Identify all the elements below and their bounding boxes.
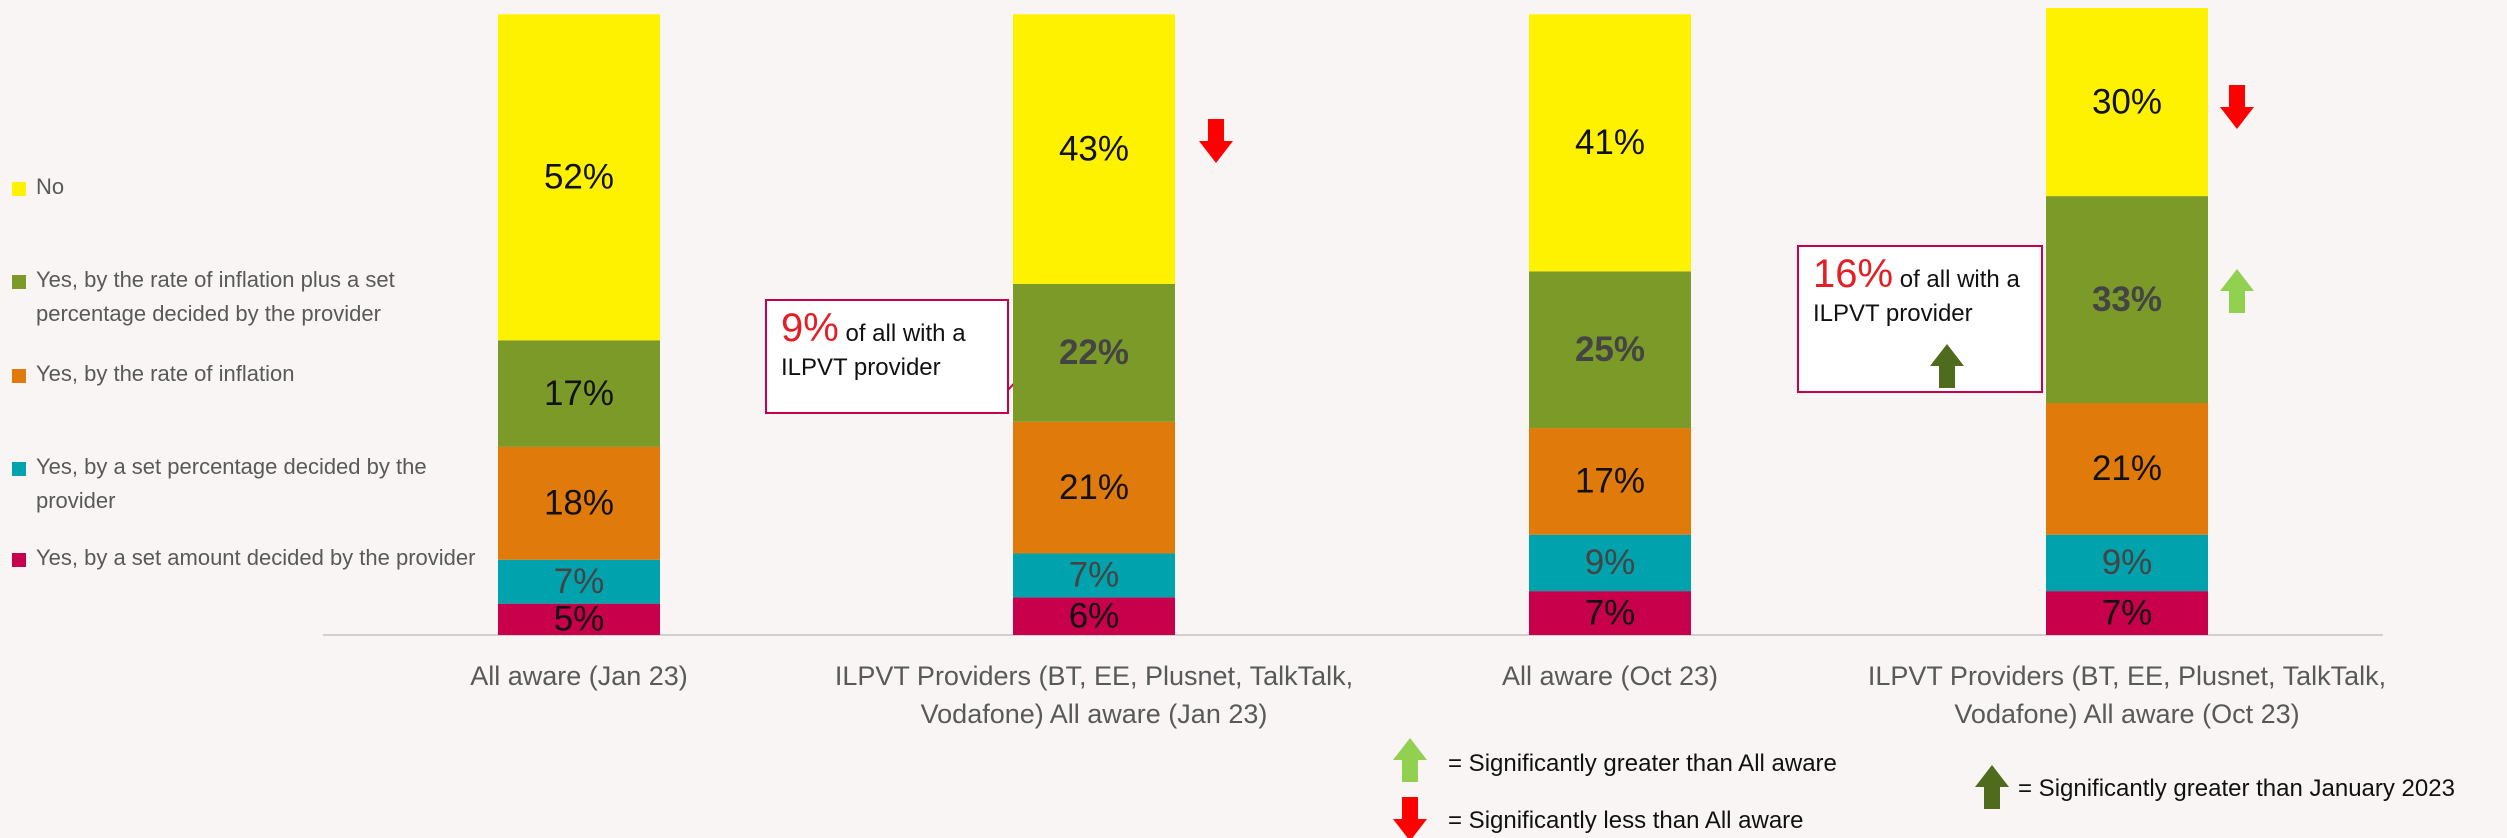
legend-swatch (12, 275, 26, 289)
value-label: 7% (1069, 556, 1120, 595)
bar-segment (1013, 14, 1175, 284)
bar-segment (498, 559, 660, 604)
bar-segment (1529, 534, 1691, 592)
value-label: 9% (1585, 543, 1636, 582)
x-tick-label: ILPVT Providers (BT, EE, Plusnet, TalkTa… (834, 661, 1354, 729)
legend-text: Yes, by the rate of inflation plus a set… (36, 267, 395, 326)
callout: 16% of all with a ILPVT provider (1797, 245, 2043, 393)
value-label: 18% (544, 484, 614, 523)
bar-segment (1529, 14, 1691, 272)
bar-segment (1529, 271, 1691, 429)
bar-segment (498, 603, 660, 635)
legend-swatch (12, 369, 26, 383)
up-arrow-dark (1930, 344, 1964, 388)
x-tick-label: All aware (Oct 23) (1501, 661, 1719, 691)
legend-swatch (12, 462, 26, 476)
bar-segment (1013, 283, 1175, 422)
legend-item: Yes, by a set amount decided by the prov… (12, 541, 482, 575)
legend-item: Yes, by the rate of inflation plus a set… (12, 263, 482, 331)
down-arrow (2220, 85, 2254, 129)
value-label: 43% (1059, 129, 1129, 168)
bar-segment (1013, 553, 1175, 598)
key-dark-arrow (1975, 765, 2009, 809)
legend-text: Yes, by the rate of inflation (36, 361, 295, 386)
value-label: 6% (1069, 596, 1120, 635)
value-label: 17% (1575, 462, 1645, 501)
bar-segment (1013, 421, 1175, 554)
callout: 9% of all with a ILPVT provider (765, 299, 1009, 414)
value-label: 7% (2102, 593, 2153, 632)
bar-segment (2046, 591, 2208, 635)
value-label: 22% (1059, 333, 1129, 372)
legend-text: Yes, by a set amount decided by the prov… (36, 545, 476, 570)
key-down-arrow (1393, 797, 1427, 838)
legend-text: No (36, 174, 65, 199)
bar-segment (498, 14, 660, 341)
value-label: 7% (1585, 593, 1636, 632)
value-label: 41% (1575, 123, 1645, 162)
callout-value: 9% (781, 306, 839, 350)
value-label: 21% (1059, 468, 1129, 507)
key-text: = Significantly less than All aware (1448, 807, 1804, 834)
down-arrow (1199, 119, 1233, 163)
value-label: 52% (544, 158, 614, 197)
bar-segment (1013, 597, 1175, 635)
key-up-arrow (1393, 738, 1427, 782)
legend-text: Yes, by a set percentage decided by the … (36, 454, 427, 513)
bar-segment (498, 340, 660, 447)
legend-swatch (12, 182, 26, 196)
legend-item: Yes, by the rate of inflation (12, 357, 482, 391)
bar-segment (498, 446, 660, 560)
callout-text: of all with a ILPVT provider (781, 320, 966, 381)
up-arrow (2220, 269, 2254, 313)
value-label: 17% (544, 374, 614, 413)
value-label: 21% (2092, 449, 2162, 488)
x-tick-label: All aware (Jan 23) (470, 661, 688, 691)
legend-swatch (12, 553, 26, 567)
callout-value: 16% (1813, 252, 1894, 296)
value-label: 33% (2092, 280, 2162, 319)
bar-segment (2046, 196, 2208, 404)
callout-text: of all with a ILPVT provider (1813, 266, 2020, 327)
x-tick-label: ILPVT Providers (BT, EE, Plusnet, TalkTa… (1867, 661, 2387, 729)
key-text: = Significantly greater than January 202… (2018, 775, 2455, 802)
value-label: 30% (2092, 82, 2162, 121)
value-label: 5% (554, 600, 605, 639)
legend-item: Yes, by a set percentage decided by the … (12, 450, 482, 518)
bar-segment (2046, 534, 2208, 592)
key-text: = Significantly greater than All aware (1448, 750, 1837, 777)
legend-item: No (12, 170, 482, 204)
bar-segment (1529, 591, 1691, 635)
value-label: 7% (554, 562, 605, 601)
bar-segment (1529, 428, 1691, 535)
value-label: 25% (1575, 330, 1645, 369)
bar-segment (2046, 8, 2208, 197)
bar-segment (2046, 403, 2208, 535)
value-label: 9% (2102, 543, 2153, 582)
